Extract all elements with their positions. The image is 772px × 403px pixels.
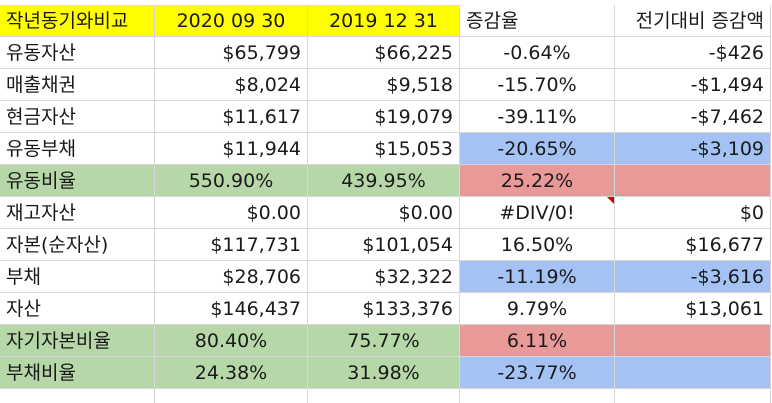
row-label-cell[interactable]: 유동자산	[0, 37, 155, 69]
change-amount-cell[interactable]: $0	[615, 197, 771, 229]
empty-cell[interactable]	[155, 389, 308, 403]
previous-value-cell[interactable]: $15,053	[308, 133, 460, 165]
table-row: 자산 $146,437 $133,376 9.79% $13,061	[0, 293, 771, 325]
previous-value-cell[interactable]: $101,054	[308, 229, 460, 261]
header-change-rate-cell[interactable]: 증감율	[460, 5, 615, 37]
header-change-amount-cell[interactable]: 전기대비 증감액	[615, 5, 771, 37]
previous-value-cell[interactable]: 31.98%	[308, 357, 460, 389]
table-row: 매출채권 $8,024 $9,518 -15.70% -$1,494	[0, 69, 771, 101]
change-amount-cell[interactable]: $13,061	[615, 293, 771, 325]
empty-cell[interactable]	[308, 389, 460, 403]
previous-value-cell[interactable]: $32,322	[308, 261, 460, 293]
current-value-cell[interactable]: $8,024	[155, 69, 308, 101]
current-value-cell[interactable]: $28,706	[155, 261, 308, 293]
error-indicator-icon[interactable]	[607, 197, 614, 204]
previous-value-cell[interactable]: $133,376	[308, 293, 460, 325]
table-row: 부채 $28,706 $32,322 -11.19% -$3,616	[0, 261, 771, 293]
header-row: 작년동기와비교 2020 09 30 2019 12 31 증감율 전기대비 증…	[0, 5, 771, 37]
current-value-cell[interactable]: $11,617	[155, 101, 308, 133]
row-label-cell[interactable]: 부채비율	[0, 357, 155, 389]
change-rate-cell[interactable]: -11.19%	[460, 261, 615, 293]
row-label-cell[interactable]: 자기자본비율	[0, 325, 155, 357]
change-amount-cell[interactable]: -$3,616	[615, 261, 771, 293]
change-rate-cell[interactable]: 6.11%	[460, 325, 615, 357]
row-label-cell[interactable]: 부채	[0, 261, 155, 293]
change-amount-cell[interactable]: -$3,109	[615, 133, 771, 165]
previous-value-cell[interactable]: $66,225	[308, 37, 460, 69]
empty-row	[0, 389, 771, 403]
change-amount-cell[interactable]: -$7,462	[615, 101, 771, 133]
row-label-cell[interactable]: 자본(순자산)	[0, 229, 155, 261]
row-label-cell[interactable]: 유동비율	[0, 165, 155, 197]
change-rate-cell[interactable]: -20.65%	[460, 133, 615, 165]
current-value-cell[interactable]: $65,799	[155, 37, 308, 69]
change-rate-cell[interactable]: -23.77%	[460, 357, 615, 389]
table-row: 유동부채 $11,944 $15,053 -20.65% -$3,109	[0, 133, 771, 165]
change-rate-cell[interactable]: 9.79%	[460, 293, 615, 325]
header-date-previous-cell[interactable]: 2019 12 31	[308, 5, 460, 37]
header-date-current-cell[interactable]: 2020 09 30	[155, 5, 308, 37]
current-value-cell[interactable]: $117,731	[155, 229, 308, 261]
change-amount-cell[interactable]	[615, 325, 771, 357]
table-row: 유동비율 550.90% 439.95% 25.22%	[0, 165, 771, 197]
header-label-cell[interactable]: 작년동기와비교	[0, 5, 155, 37]
previous-value-cell[interactable]: 439.95%	[308, 165, 460, 197]
change-rate-cell[interactable]: 16.50%	[460, 229, 615, 261]
current-value-cell[interactable]: 24.38%	[155, 357, 308, 389]
row-label-cell[interactable]: 자산	[0, 293, 155, 325]
error-value-text: #DIV/0!	[499, 202, 575, 224]
change-rate-cell[interactable]: -15.70%	[460, 69, 615, 101]
empty-cell[interactable]	[615, 389, 771, 403]
change-amount-cell[interactable]	[615, 357, 771, 389]
table-row: 부채비율 24.38% 31.98% -23.77%	[0, 357, 771, 389]
change-rate-cell[interactable]: #DIV/0!	[460, 197, 615, 229]
change-amount-cell[interactable]	[615, 165, 771, 197]
previous-value-cell[interactable]: $19,079	[308, 101, 460, 133]
change-rate-cell[interactable]: 25.22%	[460, 165, 615, 197]
current-value-cell[interactable]: $146,437	[155, 293, 308, 325]
empty-cell[interactable]	[460, 389, 615, 403]
table-row: 현금자산 $11,617 $19,079 -39.11% -$7,462	[0, 101, 771, 133]
row-label-cell[interactable]: 재고자산	[0, 197, 155, 229]
previous-value-cell[interactable]: 75.77%	[308, 325, 460, 357]
empty-cell[interactable]	[0, 389, 155, 403]
current-value-cell[interactable]: 80.40%	[155, 325, 308, 357]
previous-value-cell[interactable]: $9,518	[308, 69, 460, 101]
change-amount-cell[interactable]: -$426	[615, 37, 771, 69]
table-row: 자본(순자산) $117,731 $101,054 16.50% $16,677	[0, 229, 771, 261]
change-amount-cell[interactable]: $16,677	[615, 229, 771, 261]
change-rate-cell[interactable]: -39.11%	[460, 101, 615, 133]
table-row: 재고자산 $0.00 $0.00 #DIV/0! $0	[0, 197, 771, 229]
table-row: 유동자산 $65,799 $66,225 -0.64% -$426	[0, 37, 771, 69]
current-value-cell[interactable]: 550.90%	[155, 165, 308, 197]
change-amount-cell[interactable]: -$1,494	[615, 69, 771, 101]
row-label-cell[interactable]: 매출채권	[0, 69, 155, 101]
previous-value-cell[interactable]: $0.00	[308, 197, 460, 229]
table-row: 자기자본비율 80.40% 75.77% 6.11%	[0, 325, 771, 357]
row-label-cell[interactable]: 유동부채	[0, 133, 155, 165]
row-label-cell[interactable]: 현금자산	[0, 101, 155, 133]
change-rate-cell[interactable]: -0.64%	[460, 37, 615, 69]
current-value-cell[interactable]: $0.00	[155, 197, 308, 229]
current-value-cell[interactable]: $11,944	[155, 133, 308, 165]
